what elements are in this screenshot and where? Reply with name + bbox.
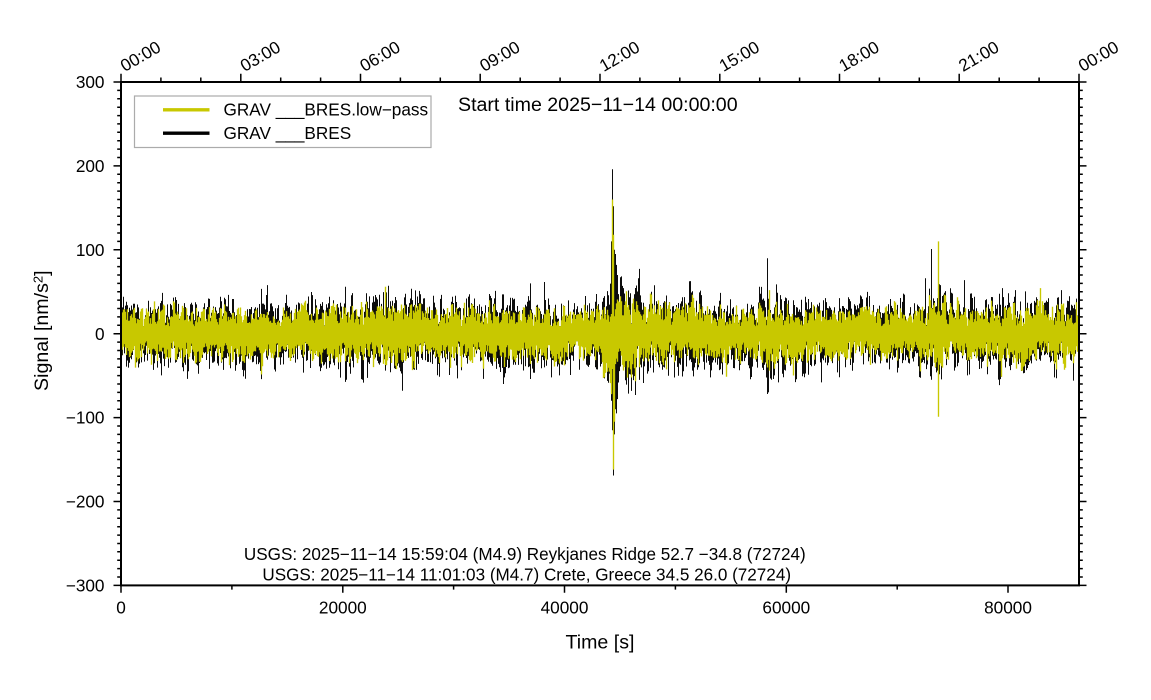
svg-text:GRAV ___BRES.low−pass: GRAV ___BRES.low−pass (224, 99, 429, 119)
svg-text:0: 0 (116, 598, 126, 618)
svg-text:USGS: 2025−11−14 11:01:03 (M4.: USGS: 2025−11−14 11:01:03 (M4.7) Crete, … (262, 565, 791, 584)
svg-text:−200: −200 (66, 492, 105, 512)
svg-text:80000: 80000 (984, 598, 1032, 618)
svg-text:Signal [nm/s2]: Signal [nm/s2] (31, 270, 54, 391)
svg-text:0: 0 (95, 324, 105, 344)
svg-text:300: 300 (76, 72, 105, 92)
svg-text:Time [s]: Time [s] (566, 632, 635, 654)
svg-text:−100: −100 (66, 408, 105, 428)
svg-text:GRAV ___BRES: GRAV ___BRES (224, 123, 352, 143)
svg-text:200: 200 (76, 156, 105, 176)
svg-text:40000: 40000 (541, 598, 589, 618)
svg-text:USGS: 2025−11−14 15:59:04 (M4.: USGS: 2025−11−14 15:59:04 (M4.9) Reykjan… (244, 545, 806, 564)
svg-text:Start time 2025−11−14 00:00:00: Start time 2025−11−14 00:00:00 (458, 94, 738, 116)
svg-text:20000: 20000 (319, 598, 367, 618)
svg-text:−300: −300 (66, 576, 105, 596)
svg-text:60000: 60000 (762, 598, 810, 618)
svg-text:100: 100 (76, 240, 105, 260)
